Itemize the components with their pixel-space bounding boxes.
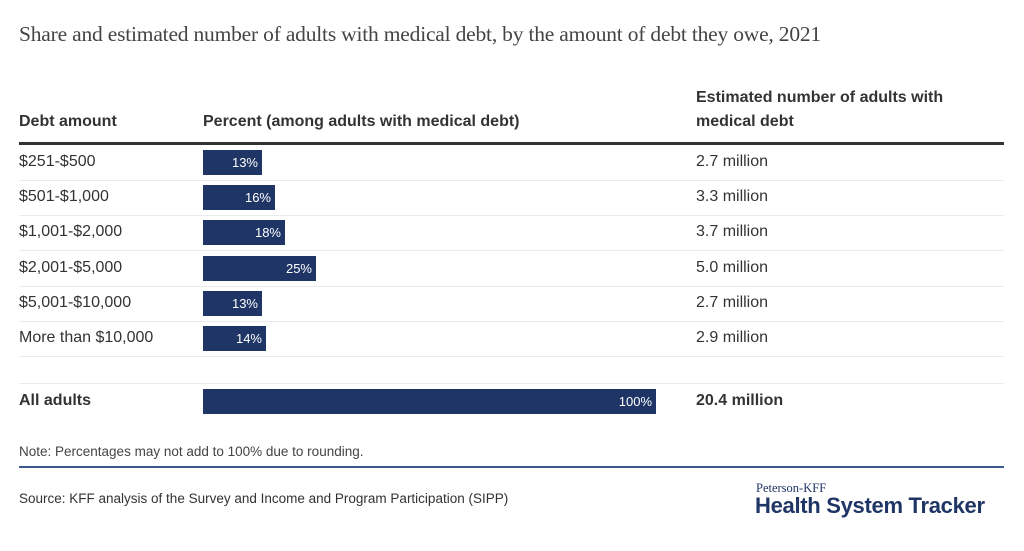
row-divider [19,180,1004,181]
source-note: Source: KFF analysis of the Survey and I… [19,491,509,506]
estimate-value: 3.3 million [696,188,769,205]
debt-amount-label: More than $10,000 [19,329,154,346]
header-rule [19,142,1004,145]
estimate-value: 3.7 million [696,223,769,240]
footnote: Note: Percentages may not add to 100% du… [19,444,364,459]
row-divider [19,321,1004,322]
row-divider [19,250,1004,251]
percent-bar: 14% [203,326,266,351]
debt-amount-label: $1,001-$2,000 [19,223,123,240]
row-divider [19,383,1004,384]
total-row: All adults 100% 20.4 million [19,384,1004,419]
row-divider [19,215,1004,216]
estimate-value: 2.7 million [696,153,769,170]
debt-amount-label: $2,001-$5,000 [19,259,123,276]
column-header-percent: Percent (among adults with medical debt) [203,113,520,130]
estimate-value: 2.9 million [696,329,769,346]
percent-bar-label: 13% [231,155,258,170]
table-row: $251-$500 13% 2.7 million [19,145,1004,180]
chart-title: Share and estimated number of adults wit… [19,22,821,46]
debt-amount-label: $251-$500 [19,153,96,170]
estimate-value: 5.0 million [696,259,769,276]
percent-bar-label: 16% [244,190,271,205]
debt-amount-label: All adults [19,392,92,409]
footer-rule [19,466,1004,468]
percent-bar-label: 25% [285,261,312,276]
table-row: More than $10,000 14% 2.9 million [19,321,1004,356]
table-row: $2,001-$5,000 25% 5.0 million [19,251,1004,286]
percent-bar-label: 13% [231,296,258,311]
estimate-value: 20.4 million [696,392,784,409]
row-divider [19,356,1004,357]
debt-amount-label: $501-$1,000 [19,188,109,205]
column-header-estimate-line2: medical debt [696,113,794,130]
logo-peterson-kff: Peterson-KFF [756,481,827,495]
table-row: $1,001-$2,000 18% 3.7 million [19,215,1004,250]
percent-bar-label: 100% [618,394,652,409]
percent-bar: 25% [203,256,316,281]
percent-bar-label: 18% [254,225,281,240]
percent-bar: 16% [203,185,275,210]
debt-amount-label: $5,001-$10,000 [19,294,132,311]
column-header-estimate: Estimated number of adults with medical … [696,86,943,134]
percent-bar: 13% [203,291,262,316]
percent-bar: 13% [203,150,262,175]
table-row: $5,001-$10,000 13% 2.7 million [19,286,1004,321]
estimate-value: 2.7 million [696,294,769,311]
row-divider [19,286,1004,287]
percent-bar-label: 14% [235,331,262,346]
percent-bar: 100% [203,389,656,414]
percent-bar: 18% [203,220,285,245]
logo-health-system-tracker: Health System Tracker [755,493,985,518]
column-header-estimate-line1: Estimated number of adults with [696,89,944,106]
table-row: $501-$1,000 16% 3.3 million [19,180,1004,215]
column-header-debt-amount: Debt amount [19,113,117,130]
